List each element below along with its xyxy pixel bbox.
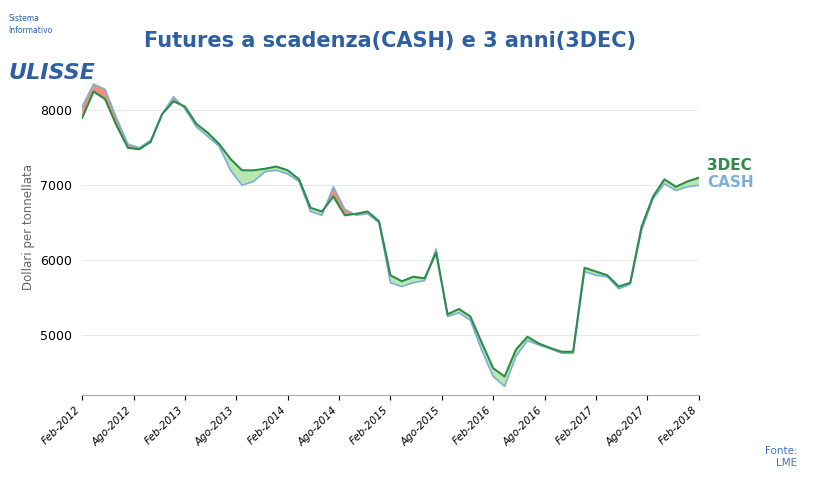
Text: Fonte:
LME: Fonte: LME <box>764 446 797 468</box>
Y-axis label: Dollari per tonnellata: Dollari per tonnellata <box>22 163 35 290</box>
Text: CASH: CASH <box>707 175 754 190</box>
Text: ULISSE: ULISSE <box>8 63 95 82</box>
Title: Futures a scadenza(CASH) e 3 anni(3DEC): Futures a scadenza(CASH) e 3 anni(3DEC) <box>145 31 636 51</box>
Text: 3DEC: 3DEC <box>707 158 751 173</box>
Text: Sistema
Informativo: Sistema Informativo <box>8 14 53 35</box>
